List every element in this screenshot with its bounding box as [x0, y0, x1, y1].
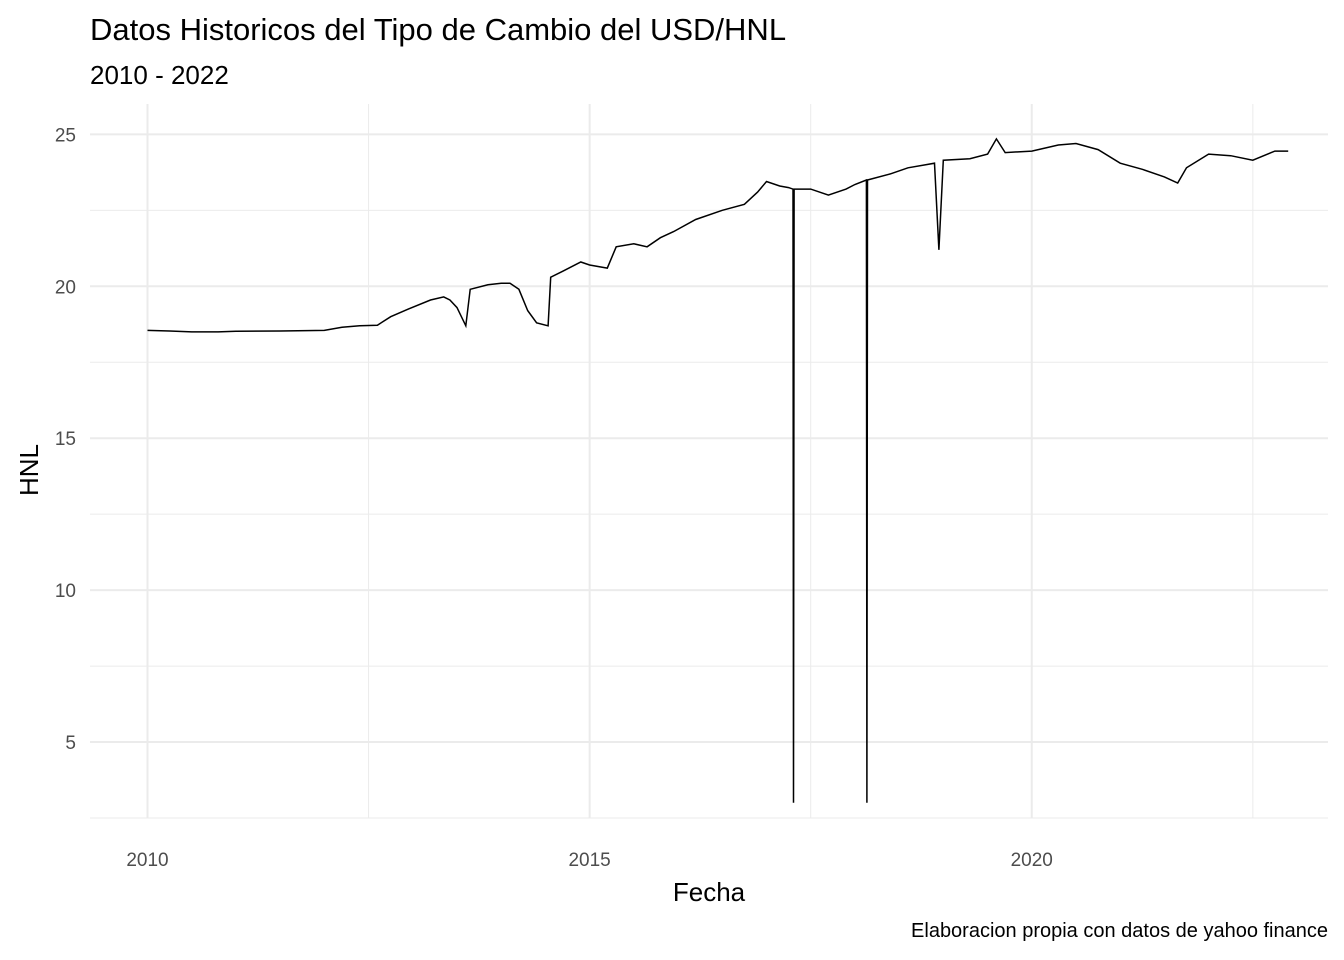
chart-title: Datos Historicos del Tipo de Cambio del …: [90, 12, 787, 47]
x-tick-label: 2020: [1011, 850, 1053, 871]
chart-caption: Elaboracion propia con datos de yahoo fi…: [911, 920, 1328, 942]
y-tick-label: 5: [65, 733, 76, 754]
x-tick-label: 2010: [126, 850, 168, 871]
chart-subtitle: 2010 - 2022: [90, 60, 229, 90]
y-axis-title: HNL: [14, 444, 44, 496]
major-gridlines: [90, 104, 1328, 818]
y-tick-label: 20: [55, 277, 76, 298]
exchange-rate-line: [147, 137, 1289, 803]
y-tick-label: 10: [55, 581, 76, 602]
y-tick-label: 15: [55, 429, 76, 450]
x-tick-label: 2015: [568, 850, 610, 871]
minor-gridlines: [90, 104, 1328, 819]
x-axis-ticks: 2010 2015 2020: [126, 850, 1053, 871]
y-tick-label: 25: [55, 125, 76, 146]
y-axis-ticks: 5 10 15 20 25: [55, 125, 76, 754]
x-axis-title: Fecha: [673, 877, 746, 907]
